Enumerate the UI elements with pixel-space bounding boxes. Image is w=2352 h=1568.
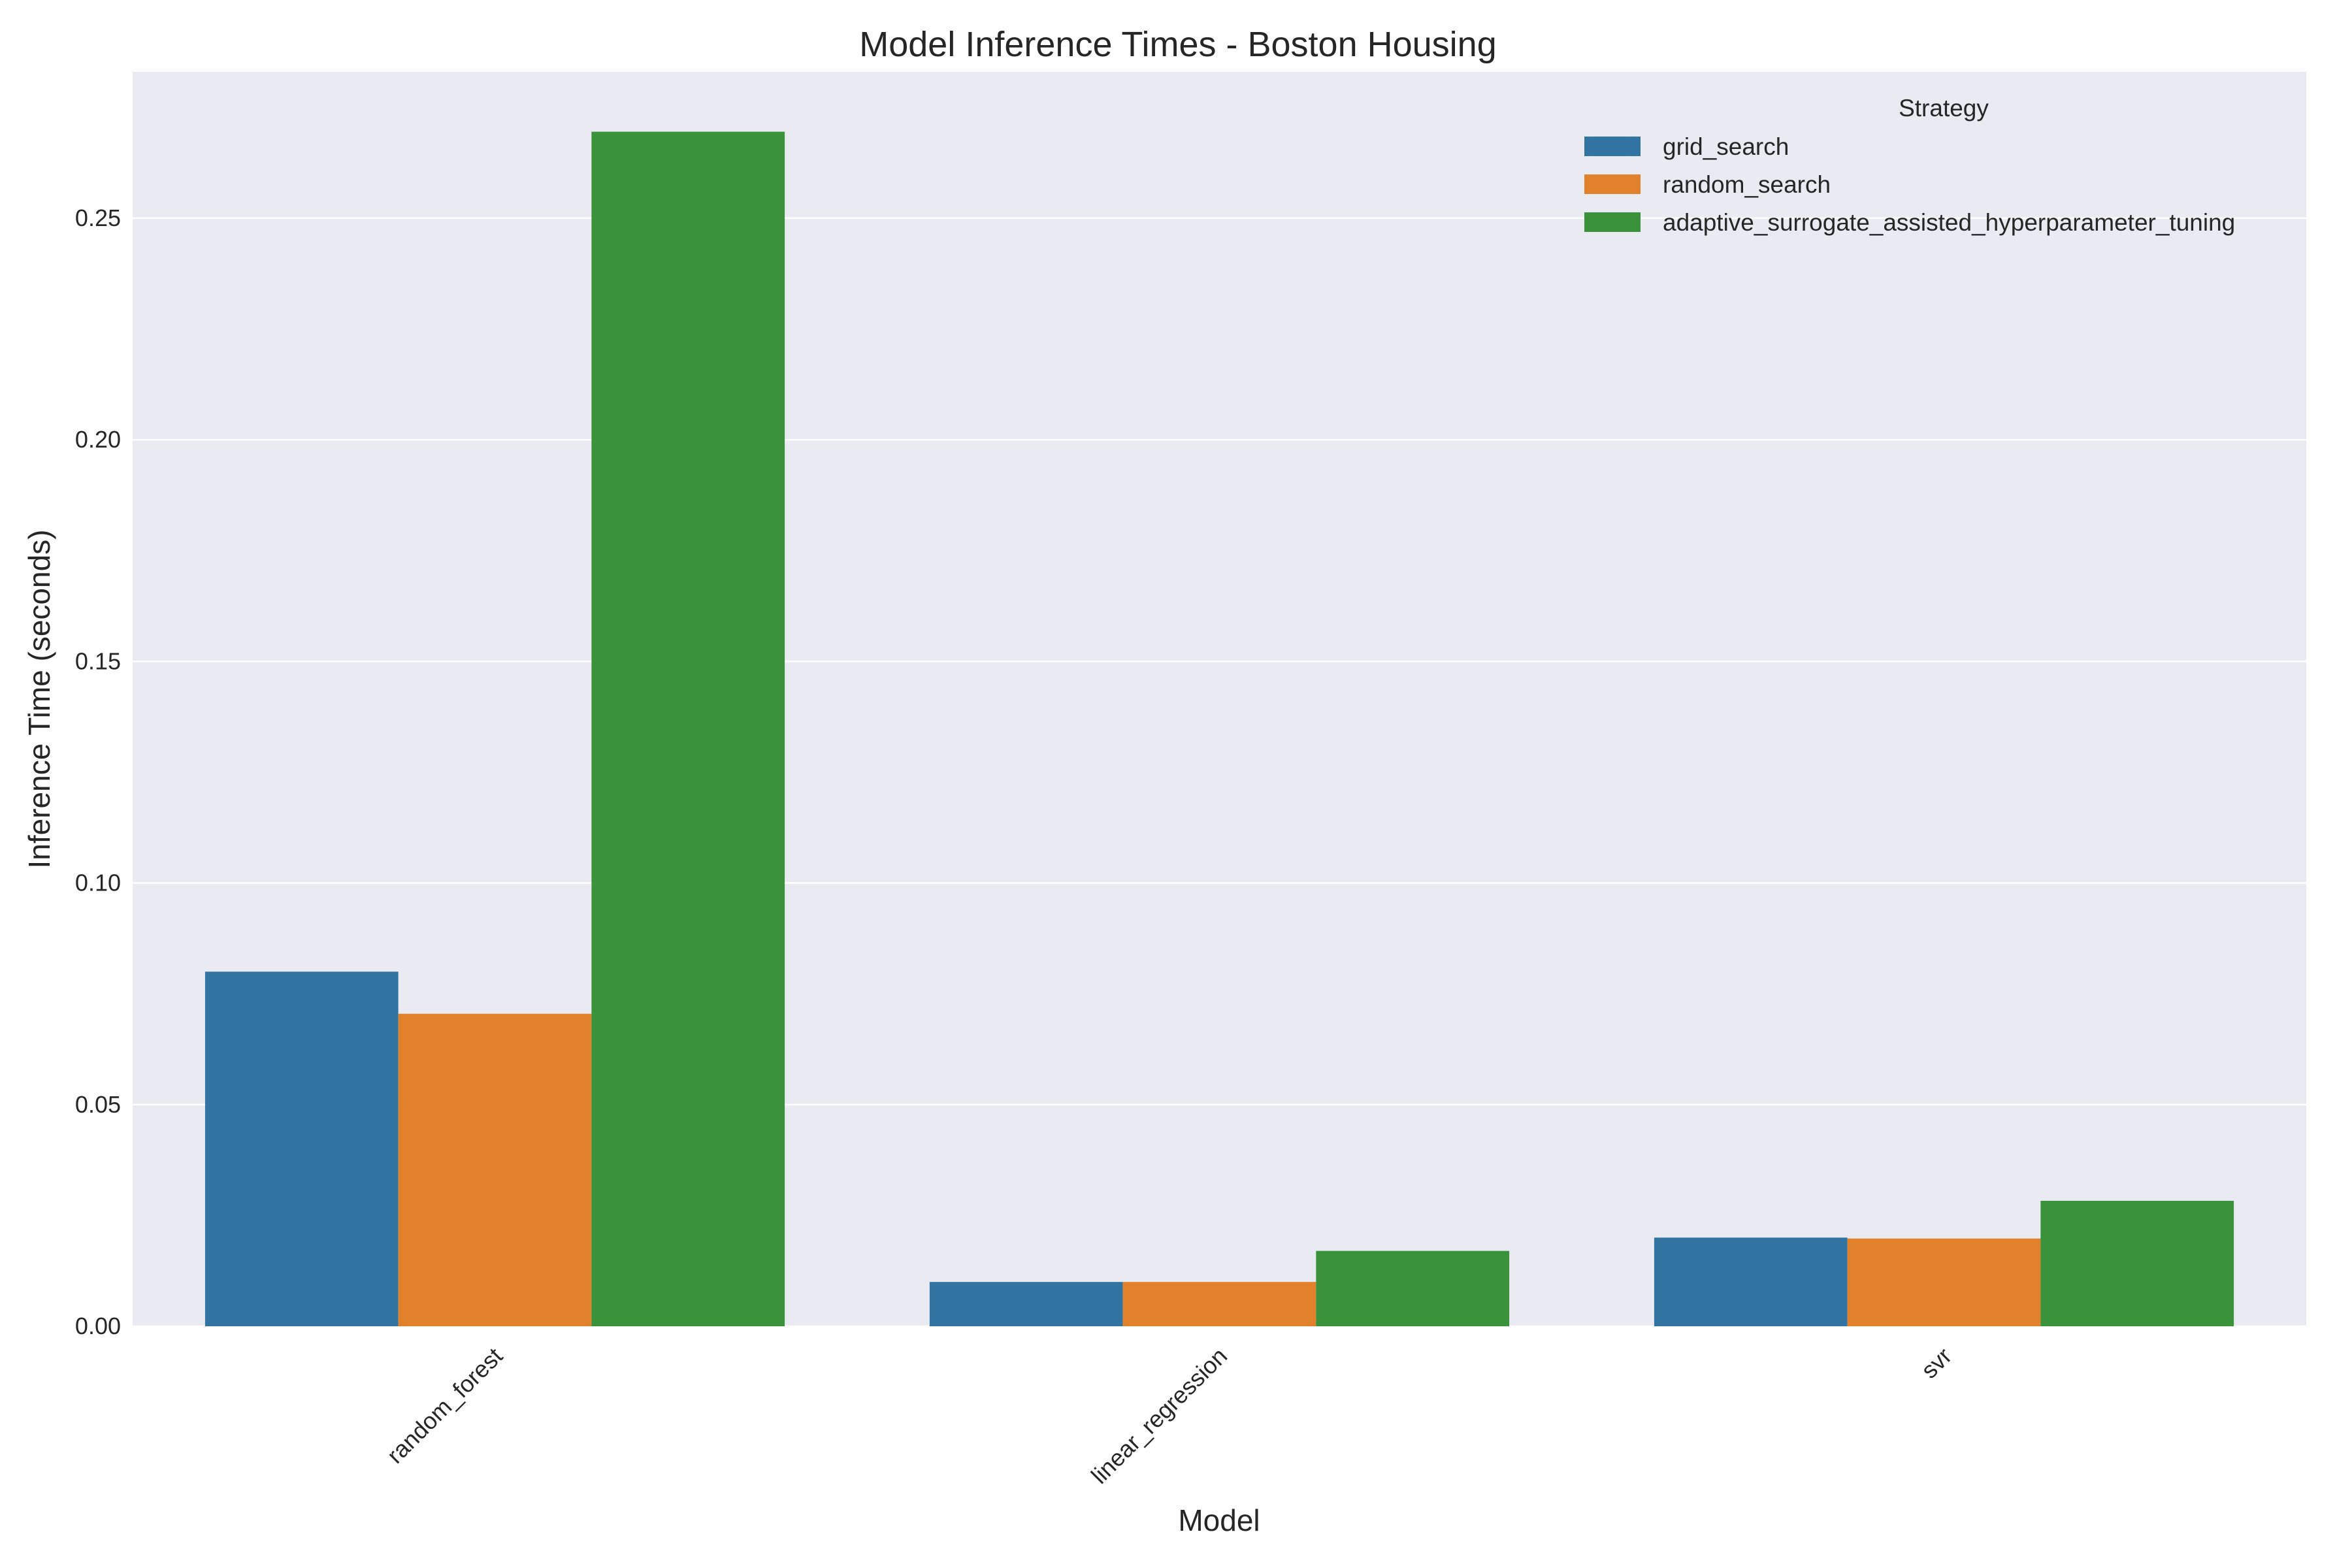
bar-random_search-random_forest xyxy=(398,1013,592,1326)
legend-label: random_search xyxy=(1663,171,1831,198)
legend-swatch-random_search xyxy=(1584,174,1641,194)
x-axis-ticks: random_forest linear_regression svr xyxy=(382,1343,1957,1489)
bar-adaptive_surrogate_assisted_hyperparameter_tuning-svr xyxy=(2040,1201,2234,1326)
x-tick-label: random_forest xyxy=(382,1343,508,1469)
bar-random_search-svr xyxy=(1847,1238,2041,1326)
bar-grid_search-linear_regression xyxy=(929,1282,1123,1326)
bar-adaptive_surrogate_assisted_hyperparameter_tuning-random_forest xyxy=(591,131,785,1327)
y-tick-label: 0.25 xyxy=(75,204,121,231)
x-tick-label: linear_regression xyxy=(1086,1343,1232,1489)
chart-title: Model Inference Times - Boston Housing xyxy=(859,25,1496,64)
legend: Strategy grid_search random_searchadaptiv… xyxy=(1584,95,2235,236)
bar-grid_search-svr xyxy=(1654,1237,1848,1326)
legend-label: adaptive_surrogate_assisted_hyperparamet… xyxy=(1663,209,2235,236)
y-tick-label: 0.15 xyxy=(75,647,121,674)
legend-items: grid_search random_search adaptive_surroga… xyxy=(1584,133,2235,236)
y-axis-label: Inference Time (seconds) xyxy=(22,529,56,868)
legend-label: grid_search xyxy=(1663,133,1789,160)
y-axis-ticks: 0.00 0.05 0.10 0.15 0.20 0.25 xyxy=(75,204,121,1339)
bars xyxy=(204,131,2234,1327)
legend-swatch-grid_search xyxy=(1584,137,1641,156)
y-tick-label: 0.10 xyxy=(75,870,121,896)
y-tick-label: 0.00 xyxy=(75,1313,121,1339)
y-tick-label: 0.20 xyxy=(75,426,121,453)
legend-swatch-adaptive_surrogate_assisted_hyperparameter_tuning xyxy=(1584,212,1641,232)
y-tick-label: 0.05 xyxy=(75,1091,121,1118)
bar-random_search-linear_regression xyxy=(1122,1282,1316,1326)
legend-title: Strategy xyxy=(1899,95,1989,122)
bar-adaptive_surrogate_assisted_hyperparameter_tuning-linear_regression xyxy=(1316,1250,1510,1326)
bar-grid_search-random_forest xyxy=(204,972,399,1326)
x-axis-label: Model xyxy=(1178,1503,1260,1537)
x-tick-label: svr xyxy=(1916,1343,1957,1384)
